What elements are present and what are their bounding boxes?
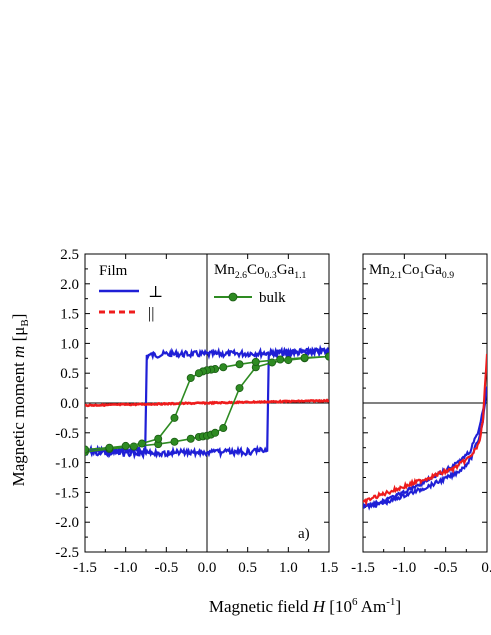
y-axis-label: Magnetic moment m [μB] (9, 314, 31, 487)
x-axis-label: Magnetic field H [106 Am-1] (209, 596, 401, 616)
compound-formula: Mn2.6Co0.3Ga1.1 (214, 262, 307, 281)
bulk-point (219, 363, 228, 372)
bulk-point (121, 441, 130, 450)
y-tick-label: 2.5 (60, 247, 79, 263)
x-tick-label: -1.5 (73, 560, 97, 576)
right-curve-1 (363, 386, 487, 509)
right-plot-area (363, 353, 487, 511)
bulk-point (137, 439, 146, 448)
left-plot-area (85, 344, 329, 460)
left-panel: -1.5 -1.0 -0.5 0.0 0.5 1.0 1.5 -2.5 -2.0 -1.5 -1.0… (55, 247, 338, 576)
legend-label-perpendicular: ⊥ (148, 284, 163, 301)
bulk-point (219, 424, 228, 433)
right-curve-2 (363, 353, 487, 507)
y-tick-label: 1.0 (60, 336, 79, 352)
bulk-point (105, 443, 114, 452)
bulk-point (284, 356, 293, 365)
bulk-point (251, 357, 260, 366)
bulk-point (325, 352, 329, 361)
x-tick-label: -1.5 (351, 560, 375, 576)
x-tick-label: -1.0 (114, 560, 138, 576)
bulk-point (170, 413, 179, 422)
x-tick-label: -1.0 (392, 560, 416, 576)
y-tick-label: 1.5 (60, 307, 79, 323)
bulk-point (194, 369, 203, 378)
bulk-point (170, 437, 179, 446)
y-tick-label: 2.0 (60, 277, 79, 293)
bulk-point (85, 445, 89, 454)
bulk-point (154, 434, 163, 443)
y-tick-label: -0.5 (55, 426, 79, 442)
bulk-point (276, 355, 285, 364)
film-parallel-curve (85, 398, 329, 408)
legend-label-bulk: bulk (259, 290, 286, 306)
x-tick-label: 0.5 (238, 560, 257, 576)
y-tick-label: -2.5 (55, 545, 79, 561)
y-tick-label: -1.5 (55, 485, 79, 501)
panel-label: a) (298, 526, 310, 542)
x-tick-label: 1.5 (320, 560, 339, 576)
y-tick-label: 0.5 (60, 366, 79, 382)
bulk-point (235, 360, 244, 369)
x-tick-label: -0.5 (154, 560, 178, 576)
x-tick-label: 0.0 (198, 560, 217, 576)
y-tick-label: -1.0 (55, 456, 79, 472)
film-perpendicular-curve-down (85, 345, 329, 460)
compound-formula: Mn2.1Co1Ga0.9 (369, 262, 454, 281)
bulk-point (211, 428, 220, 437)
right-panel: -1.5 -1.0 -0.5 0. Mn2.1Co1Ga0.9 (351, 253, 491, 576)
x-tick-label: -0.5 (434, 560, 458, 576)
legend-marker-bulk (228, 292, 238, 302)
right-curve-0 (363, 386, 487, 511)
y-tick-label: 0.0 (60, 396, 79, 412)
legend-label-parallel: || (148, 305, 154, 322)
bulk-point (235, 384, 244, 393)
legend-title: Film (99, 263, 128, 279)
bulk-point (300, 353, 309, 362)
y-tick-label: -2.0 (55, 515, 79, 531)
bulk-point (186, 373, 195, 382)
bulk-point (186, 434, 195, 443)
x-tick-label: 1.0 (279, 560, 298, 576)
x-tick-label: 0. (481, 560, 491, 576)
